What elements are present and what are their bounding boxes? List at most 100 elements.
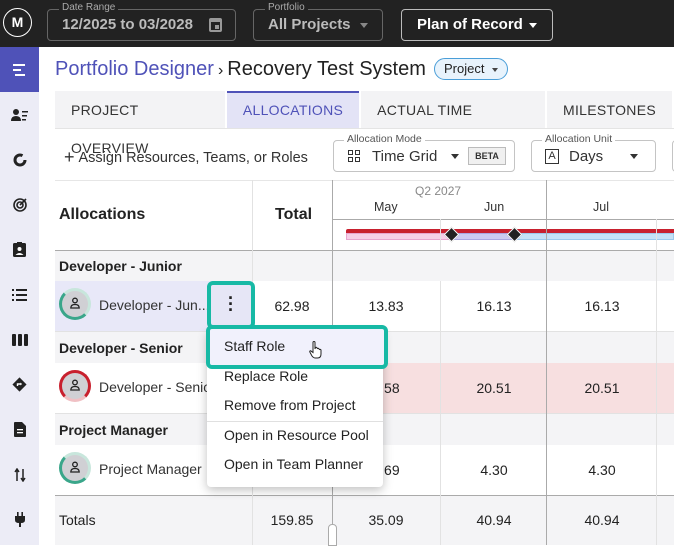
- totals-row: Totals: [55, 496, 674, 545]
- chevron-down-icon: [492, 67, 499, 72]
- row-label[interactable]: Developer - Senio: [99, 379, 212, 395]
- menu-divider: [207, 421, 383, 422]
- person-icon: [70, 379, 80, 391]
- allocation-cell[interactable]: 4.30: [480, 462, 508, 478]
- portfolio-select[interactable]: Portfolio All Projects: [253, 2, 383, 41]
- group-label: Project Manager: [59, 422, 168, 438]
- group-row: Developer - Junior: [55, 251, 674, 281]
- divider: [656, 219, 657, 545]
- list-icon: [12, 288, 27, 301]
- month-header-jun: Jun: [484, 200, 505, 214]
- sidebar-item-directions[interactable]: [0, 362, 39, 407]
- app-logo[interactable]: M: [3, 8, 32, 37]
- breadcrumb-separator: ›: [217, 62, 224, 79]
- avatar: [59, 452, 91, 484]
- sidebar-nav: [0, 47, 39, 545]
- project-type-label: Project: [444, 61, 485, 76]
- totals-cell: 40.94: [584, 512, 620, 528]
- sidebar-item-refresh[interactable]: [0, 137, 39, 182]
- sidebar-item-list[interactable]: [0, 272, 39, 317]
- column-resize-handle[interactable]: [328, 524, 337, 546]
- allocation-cell[interactable]: 16.13: [584, 298, 620, 314]
- assign-resources-label: Assign Resources, Teams, or Roles: [78, 150, 308, 166]
- tab-allocations[interactable]: ALLOCATIONS: [226, 91, 360, 128]
- sidebar-item-menu[interactable]: [0, 47, 39, 92]
- allocation-mode-select[interactable]: Allocation Mode Time Grid BETA: [333, 133, 515, 172]
- avatar: [59, 288, 91, 320]
- divider: [55, 180, 674, 181]
- allocation-cell[interactable]: 4.30: [588, 462, 616, 478]
- sidebar-item-integrations[interactable]: [0, 497, 39, 542]
- grid-icon: [348, 150, 360, 162]
- row-total: 62.98: [274, 298, 310, 314]
- date-range-label: Date Range: [59, 2, 119, 14]
- allocation-cell[interactable]: 20.51: [584, 380, 620, 396]
- sidebar-item-people[interactable]: [0, 92, 39, 137]
- allocation-unit-select[interactable]: Allocation Unit A Days: [531, 133, 656, 172]
- tab-project-overview[interactable]: PROJECT OVERVIEW: [55, 91, 225, 156]
- columns-icon: [11, 333, 28, 346]
- sidebar-item-target[interactable]: [0, 182, 39, 227]
- allocation-mode-label: Allocation Mode: [344, 133, 425, 145]
- breadcrumb: Portfolio Designer › Recovery Test System: [55, 58, 426, 81]
- tab-actual-time-worked[interactable]: ACTUAL TIME WORKED: [361, 91, 545, 156]
- timeline-phase-3: [515, 233, 674, 240]
- tab-milestones[interactable]: MILESTONES: [547, 91, 672, 128]
- allocation-cell[interactable]: 16.13: [476, 298, 512, 314]
- sidebar-item-columns[interactable]: [0, 317, 39, 362]
- divider: [55, 128, 674, 129]
- menu-item-staff-role-label: Staff Role: [224, 338, 286, 354]
- totals-total: 159.85: [270, 512, 314, 528]
- month-header-jul: Jul: [593, 200, 609, 214]
- row-actions-button[interactable]: · · ·: [207, 281, 255, 329]
- calendar-icon[interactable]: [209, 18, 222, 32]
- date-range-field[interactable]: Date Range 12/2025 to 03/2028: [47, 2, 236, 41]
- menu-item-open-resource-pool[interactable]: Open in Resource Pool: [224, 427, 369, 443]
- sidebar-item-sort[interactable]: [0, 452, 39, 497]
- page-title: Recovery Test System: [227, 58, 426, 80]
- chevron-down-icon: [529, 23, 537, 28]
- allocation-unit-label: Allocation Unit: [542, 133, 616, 145]
- scenario-select[interactable]: Plan of Record: [401, 9, 553, 41]
- allocation-unit-value: Days: [569, 148, 604, 165]
- hand-pointer-icon: [309, 341, 322, 359]
- divider: [55, 250, 674, 251]
- top-bar: M Date Range 12/2025 to 03/2028 Portfoli…: [0, 0, 674, 47]
- allocation-mode-value: Time Grid: [372, 148, 438, 165]
- project-type-chip[interactable]: Project: [434, 58, 509, 80]
- sidebar-item-documents[interactable]: [0, 407, 39, 452]
- column-header-total[interactable]: Total: [275, 206, 313, 223]
- totals-cell: 35.09: [368, 512, 404, 528]
- target-icon: [12, 197, 27, 212]
- text-format-icon: A: [545, 149, 559, 164]
- row-label[interactable]: Project Manager: [99, 461, 202, 477]
- column-header-allocations[interactable]: Allocations: [59, 206, 146, 223]
- menu-item-staff-role[interactable]: Staff Role: [206, 325, 388, 369]
- totals-cell: 40.94: [476, 512, 512, 528]
- sort-arrows-icon: [13, 467, 26, 482]
- date-range-value: 12/2025 to 03/2028: [62, 16, 193, 33]
- assign-resources-button[interactable]: + Assign Resources, Teams, or Roles: [64, 146, 308, 167]
- divider: [546, 180, 547, 545]
- allocation-cell[interactable]: 13.83: [368, 298, 404, 314]
- chevron-down-icon: [451, 154, 459, 159]
- month-header-may: May: [374, 200, 398, 214]
- scenario-value: Plan of Record: [417, 16, 523, 33]
- refresh-icon: [13, 153, 26, 166]
- divider: [55, 495, 674, 496]
- breadcrumb-parent-link[interactable]: Portfolio Designer: [55, 58, 214, 80]
- document-icon: [13, 422, 26, 437]
- badge-icon: [13, 242, 26, 257]
- avatar: [59, 370, 91, 402]
- menu-item-replace-role[interactable]: Replace Role: [224, 368, 309, 384]
- allocation-cell[interactable]: 20.51: [476, 380, 512, 396]
- row-label[interactable]: Developer - Jun...: [99, 297, 210, 313]
- menu-lines-icon: [12, 63, 25, 76]
- divider: [332, 219, 674, 220]
- sidebar-item-badge[interactable]: [0, 227, 39, 272]
- menu-item-remove-from-project[interactable]: Remove from Project: [224, 397, 356, 413]
- people-list-icon: [10, 108, 28, 121]
- menu-item-open-team-planner[interactable]: Open in Team Planner: [224, 456, 364, 472]
- portfolio-label: Portfolio: [265, 2, 308, 14]
- more-vert-icon: · · ·: [228, 288, 234, 320]
